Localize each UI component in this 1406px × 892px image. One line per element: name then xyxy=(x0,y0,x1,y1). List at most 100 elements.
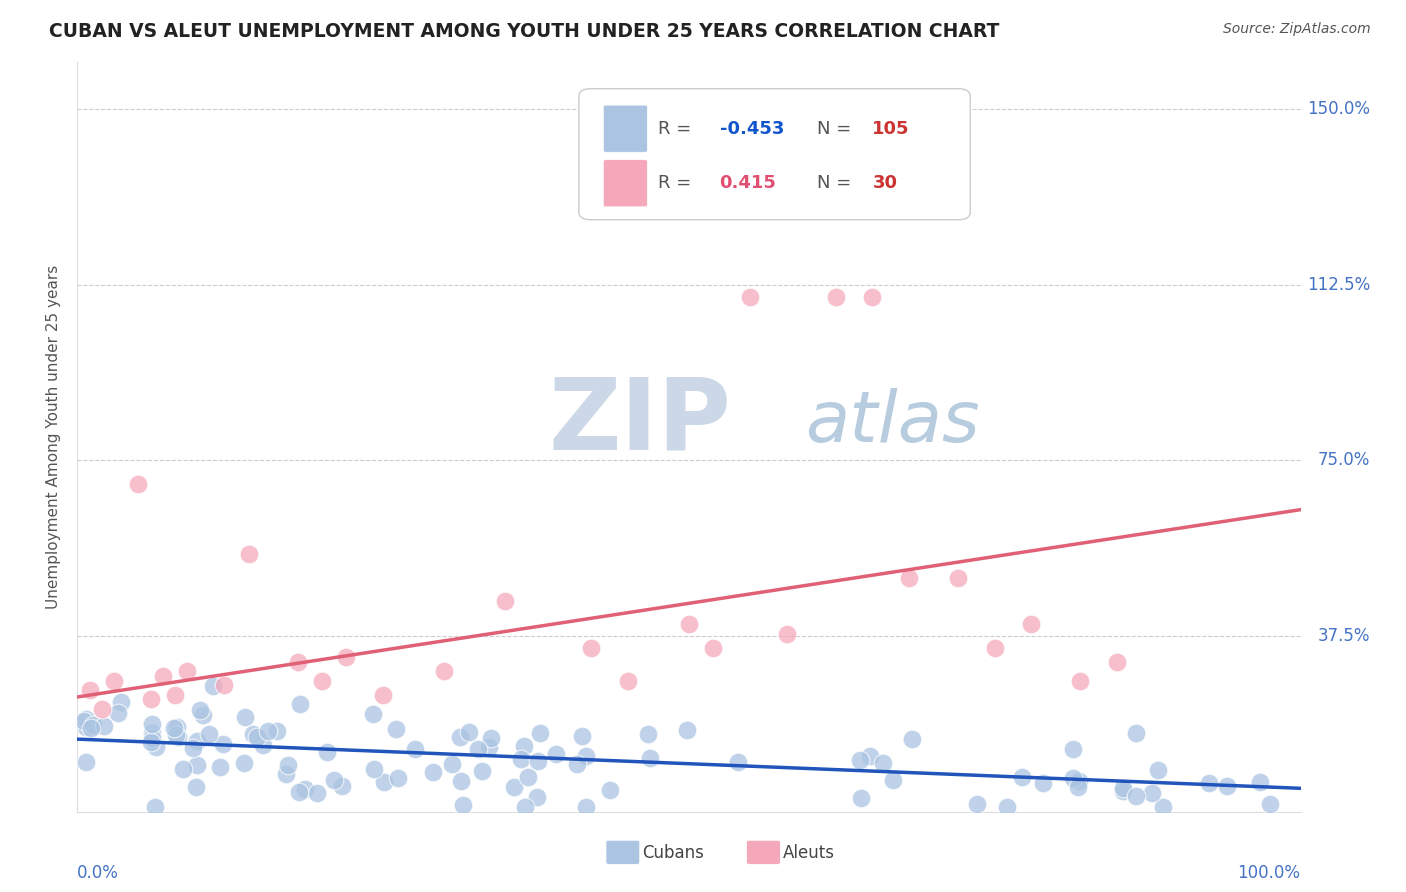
Point xyxy=(252,739,274,753)
Point xyxy=(1152,800,1174,814)
Point xyxy=(246,730,269,744)
Point xyxy=(311,673,333,688)
Point xyxy=(181,741,204,756)
Point xyxy=(176,664,198,679)
Point xyxy=(143,800,166,814)
Point xyxy=(323,773,346,788)
Point xyxy=(1021,617,1043,632)
Text: 112.5%: 112.5% xyxy=(1306,276,1369,293)
Text: 0.0%: 0.0% xyxy=(77,864,120,882)
Point xyxy=(139,734,162,748)
Point xyxy=(330,779,353,793)
Point xyxy=(467,742,489,756)
Point xyxy=(995,799,1018,814)
Point xyxy=(75,712,97,726)
Point xyxy=(702,640,724,655)
Text: atlas: atlas xyxy=(806,388,980,457)
Point xyxy=(266,723,288,738)
Point xyxy=(575,748,598,763)
Point xyxy=(361,707,384,722)
Point xyxy=(433,664,456,679)
Point xyxy=(79,683,101,698)
Point xyxy=(208,760,231,774)
Point xyxy=(294,782,316,797)
Point xyxy=(440,757,463,772)
Text: Source: ZipAtlas.com: Source: ZipAtlas.com xyxy=(1223,22,1371,37)
Point xyxy=(172,762,194,776)
Point xyxy=(901,732,924,747)
Text: Aleuts: Aleuts xyxy=(783,844,835,862)
Point xyxy=(1067,780,1090,794)
Point xyxy=(141,725,163,739)
Point xyxy=(186,733,208,747)
Point xyxy=(212,678,235,692)
Point xyxy=(1142,786,1164,800)
Point xyxy=(110,695,132,709)
Text: N =: N = xyxy=(817,120,858,137)
Point xyxy=(1062,771,1084,785)
Point xyxy=(966,797,988,811)
Point xyxy=(288,784,311,798)
Point xyxy=(73,714,96,728)
Point xyxy=(93,719,115,733)
FancyBboxPatch shape xyxy=(603,160,647,207)
Point xyxy=(387,771,409,785)
Point xyxy=(479,731,502,745)
Point xyxy=(238,547,260,561)
Point xyxy=(139,692,162,706)
Point xyxy=(575,800,598,814)
Point xyxy=(242,727,264,741)
FancyBboxPatch shape xyxy=(579,88,970,219)
Text: 30: 30 xyxy=(873,174,897,193)
Point xyxy=(1260,797,1282,812)
Point xyxy=(478,740,501,755)
Point xyxy=(509,752,531,766)
FancyBboxPatch shape xyxy=(603,105,647,153)
Point xyxy=(141,731,163,745)
Point xyxy=(872,756,894,771)
Point xyxy=(290,697,312,711)
Point xyxy=(527,754,550,768)
Text: CUBAN VS ALEUT UNEMPLOYMENT AMONG YOUTH UNDER 25 YEARS CORRELATION CHART: CUBAN VS ALEUT UNEMPLOYMENT AMONG YOUTH … xyxy=(49,22,1000,41)
Text: 150.0%: 150.0% xyxy=(1308,100,1369,119)
Point xyxy=(186,757,208,772)
Point xyxy=(1198,776,1220,790)
Point xyxy=(457,725,479,739)
Point xyxy=(232,756,254,770)
Point xyxy=(637,727,659,741)
Point xyxy=(516,770,538,784)
Point xyxy=(90,701,112,715)
Point xyxy=(277,757,299,772)
Text: R =: R = xyxy=(658,120,697,137)
Point xyxy=(1112,784,1135,798)
Point xyxy=(305,786,328,800)
Point xyxy=(824,289,846,303)
Text: 37.5%: 37.5% xyxy=(1317,627,1369,645)
Point xyxy=(571,729,593,743)
Point xyxy=(212,737,235,751)
Point xyxy=(75,755,97,769)
Point xyxy=(449,731,471,745)
Point xyxy=(617,673,640,688)
Point xyxy=(882,773,904,788)
Point xyxy=(165,728,187,742)
Point xyxy=(946,571,969,585)
Text: 0.415: 0.415 xyxy=(720,174,776,193)
Point xyxy=(1107,655,1129,669)
Point xyxy=(727,755,749,769)
Point xyxy=(166,719,188,733)
Text: R =: R = xyxy=(658,174,697,193)
Point xyxy=(145,739,167,754)
Point xyxy=(103,673,125,688)
Point xyxy=(776,626,799,640)
Point xyxy=(638,751,661,765)
Point xyxy=(1062,741,1084,756)
Point xyxy=(1125,789,1147,803)
Point xyxy=(1069,673,1091,688)
Point xyxy=(503,780,526,794)
Text: 100.0%: 100.0% xyxy=(1237,864,1301,882)
Point xyxy=(335,650,357,665)
Point xyxy=(107,706,129,720)
Point xyxy=(546,747,568,761)
Point xyxy=(859,748,882,763)
